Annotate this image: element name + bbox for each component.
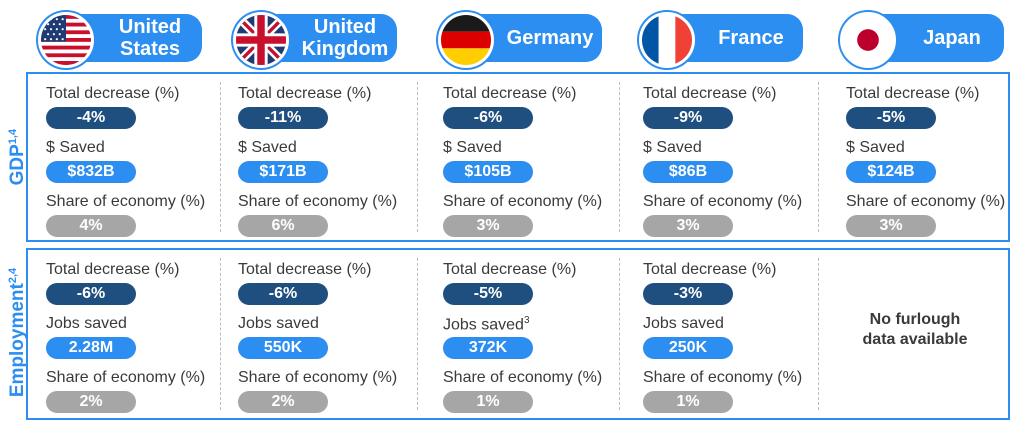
japan-flag-icon	[840, 12, 896, 68]
decrease-label: Total decrease (%)	[643, 261, 777, 278]
saved-label: $ Saved	[46, 139, 105, 156]
employment-column-uk: Total decrease (%) -6% Jobs saved 550K S…	[220, 250, 417, 418]
decrease-label: Total decrease (%)	[443, 85, 577, 102]
gdp-column-germany: Total decrease (%) -6% $ Saved $105B Sha…	[425, 74, 619, 240]
footnote-marker: 3	[523, 315, 530, 326]
share-badge: 3%	[443, 215, 533, 237]
share-badge: 4%	[46, 215, 136, 237]
country-name-line2: Kingdom	[301, 38, 389, 60]
gdp-column-us: Total decrease (%) -4% $ Saved $832B Sha…	[28, 74, 220, 240]
country-name-line1: Germany	[506, 27, 594, 49]
saved-badge: $105B	[443, 161, 533, 183]
saved-label: $ Saved	[443, 139, 502, 156]
germany-flag-icon	[438, 12, 494, 68]
column-divider	[818, 82, 819, 232]
saved-badge: $171B	[238, 161, 328, 183]
gdp-column-uk: Total decrease (%) -11% $ Saved $171B Sh…	[220, 74, 417, 240]
share-label: Share of economy (%)	[846, 193, 1006, 210]
decrease-badge: -4%	[46, 107, 136, 129]
share-badge: 2%	[46, 391, 136, 413]
jobs-saved-label: Jobs saved	[46, 315, 127, 332]
gdp-column-japan: Total decrease (%) -5% $ Saved $124B Sha…	[828, 74, 1010, 240]
share-badge: 6%	[238, 215, 328, 237]
country-name-line1: Japan	[923, 27, 981, 49]
gdp-column-france: Total decrease (%) -9% $ Saved $86B Shar…	[625, 74, 818, 240]
decrease-label: Total decrease (%)	[46, 85, 180, 102]
column-divider	[619, 258, 620, 410]
jobs-saved-badge: 2.28M	[46, 337, 136, 359]
country-name-line1: United	[118, 16, 182, 38]
column-divider	[417, 258, 418, 410]
decrease-label: Total decrease (%)	[46, 261, 180, 278]
country-name-line1: United	[313, 16, 377, 38]
share-label: Share of economy (%)	[46, 369, 206, 386]
employment-column-us: Total decrease (%) -6% Jobs saved 2.28M …	[28, 250, 220, 418]
employment-column-france: Total decrease (%) -3% Jobs saved 250K S…	[625, 250, 818, 418]
decrease-label: Total decrease (%)	[238, 85, 372, 102]
country-header-us: United States	[38, 12, 202, 68]
country-header-uk: United Kingdom	[233, 12, 397, 68]
decrease-badge: -3%	[643, 283, 733, 305]
france-flag-icon	[639, 12, 695, 68]
employment-column-japan: No furlough data available	[820, 250, 1010, 418]
no-data-message: No furlough data available	[862, 311, 968, 348]
column-divider	[417, 82, 418, 232]
gdp-section-label: GDP1,4	[6, 128, 29, 186]
share-label: Share of economy (%)	[238, 193, 398, 210]
share-badge: 2%	[238, 391, 328, 413]
decrease-label: Total decrease (%)	[643, 85, 777, 102]
jobs-saved-label: Jobs saved	[238, 315, 319, 332]
saved-badge: $86B	[643, 161, 733, 183]
share-label: Share of economy (%)	[443, 369, 603, 386]
decrease-label: Total decrease (%)	[238, 261, 372, 278]
employment-section-label: Employment2,4	[6, 267, 29, 398]
uk-flag-icon	[233, 12, 289, 68]
decrease-badge: -5%	[443, 283, 533, 305]
column-divider	[818, 258, 819, 410]
decrease-badge: -6%	[238, 283, 328, 305]
saved-label: $ Saved	[846, 139, 905, 156]
decrease-label: Total decrease (%)	[443, 261, 577, 278]
decrease-badge: -5%	[846, 107, 936, 129]
saved-badge: $832B	[46, 161, 136, 183]
jobs-saved-badge: 250K	[643, 337, 733, 359]
share-badge: 1%	[443, 391, 533, 413]
decrease-badge: -9%	[643, 107, 733, 129]
share-badge: 1%	[643, 391, 733, 413]
saved-label: $ Saved	[238, 139, 297, 156]
country-header-germany: Germany	[438, 12, 602, 68]
share-label: Share of economy (%)	[238, 369, 398, 386]
share-badge: 3%	[846, 215, 936, 237]
decrease-badge: -6%	[46, 283, 136, 305]
saved-badge: $124B	[846, 161, 936, 183]
country-header-japan: Japan	[840, 12, 1004, 68]
jobs-saved-badge: 550K	[238, 337, 328, 359]
gdp-section: GDP1,4 Total decrease (%) -4% $ Saved $8…	[7, 72, 1010, 242]
decrease-badge: -11%	[238, 107, 328, 129]
employment-section: Employment2,4 Total decrease (%) -6% Job…	[7, 248, 1010, 420]
us-flag-icon	[38, 12, 94, 68]
country-name-line1: France	[718, 27, 784, 49]
share-label: Share of economy (%)	[46, 193, 206, 210]
country-header-france: France	[639, 12, 803, 68]
share-badge: 3%	[643, 215, 733, 237]
country-name-line2: States	[119, 38, 181, 60]
decrease-label: Total decrease (%)	[846, 85, 980, 102]
share-label: Share of economy (%)	[643, 193, 803, 210]
share-label: Share of economy (%)	[643, 369, 803, 386]
column-divider	[220, 258, 221, 410]
employment-column-germany: Total decrease (%) -5% Jobs saved3 372K …	[425, 250, 619, 418]
jobs-saved-label: Jobs saved	[643, 315, 724, 332]
share-label: Share of economy (%)	[443, 193, 603, 210]
saved-label: $ Saved	[643, 139, 702, 156]
jobs-saved-label: Jobs saved3	[443, 315, 530, 334]
column-divider	[619, 82, 620, 232]
jobs-saved-badge: 372K	[443, 337, 533, 359]
column-divider	[220, 82, 221, 232]
decrease-badge: -6%	[443, 107, 533, 129]
